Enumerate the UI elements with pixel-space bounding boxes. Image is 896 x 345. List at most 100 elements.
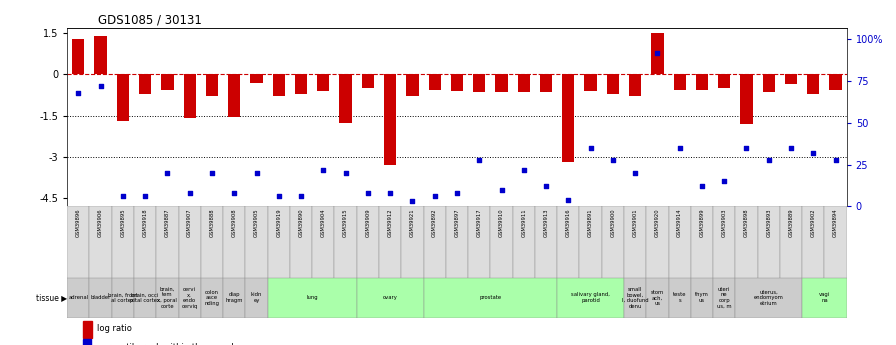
Bar <box>250 75 263 82</box>
Text: GSM39893: GSM39893 <box>766 209 771 237</box>
Text: diap
hragm: diap hragm <box>226 293 243 303</box>
Bar <box>67 206 90 278</box>
Point <box>116 194 130 199</box>
Bar <box>161 75 174 89</box>
Text: GSM39911: GSM39911 <box>521 209 526 237</box>
Bar <box>362 75 374 88</box>
Point <box>249 170 263 176</box>
Point <box>717 179 731 184</box>
Bar <box>246 206 268 278</box>
Point <box>495 187 509 193</box>
Bar <box>602 206 624 278</box>
Text: brain, front
al cortex: brain, front al cortex <box>108 293 138 303</box>
Point <box>316 167 331 172</box>
Bar <box>428 75 441 89</box>
Bar <box>540 75 552 92</box>
Text: ovary: ovary <box>383 295 398 300</box>
Text: GSM39900: GSM39900 <box>610 209 616 237</box>
Bar <box>562 75 574 162</box>
Bar <box>691 278 713 318</box>
Text: uteri
ne
corp
us, m: uteri ne corp us, m <box>717 287 731 309</box>
Bar <box>268 206 290 278</box>
Bar <box>424 278 557 318</box>
Text: GSM39912: GSM39912 <box>388 209 392 237</box>
Point <box>383 190 397 196</box>
Bar <box>802 206 824 278</box>
Point <box>628 170 642 176</box>
Text: GSM39896: GSM39896 <box>76 209 81 237</box>
Bar <box>691 206 713 278</box>
Text: GSM39887: GSM39887 <box>165 209 170 237</box>
Bar <box>379 206 401 278</box>
Bar <box>830 75 841 89</box>
Bar <box>607 75 619 93</box>
Text: percentile rank within the sample: percentile rank within the sample <box>97 343 239 345</box>
Bar <box>713 206 736 278</box>
Text: GSM39916: GSM39916 <box>565 209 571 237</box>
Text: GSM39913: GSM39913 <box>544 209 548 237</box>
Bar <box>718 75 730 88</box>
Text: GSM39888: GSM39888 <box>210 209 214 237</box>
Text: bladder: bladder <box>90 295 111 300</box>
Text: stom
ach,
us: stom ach, us <box>650 289 664 306</box>
Text: GSM39918: GSM39918 <box>142 209 148 237</box>
Bar <box>334 206 357 278</box>
Bar <box>268 278 357 318</box>
Bar <box>272 75 285 96</box>
Bar <box>246 278 268 318</box>
Text: GSM39905: GSM39905 <box>254 209 259 237</box>
Bar <box>357 206 379 278</box>
Point <box>294 194 308 199</box>
Text: GSM39910: GSM39910 <box>499 209 504 237</box>
Bar <box>535 206 557 278</box>
Text: GSM39921: GSM39921 <box>409 209 415 237</box>
Bar <box>317 75 330 91</box>
Text: GSM39894: GSM39894 <box>833 209 838 237</box>
Bar <box>557 206 580 278</box>
Bar <box>762 75 775 92</box>
Bar <box>139 75 151 93</box>
Text: GSM39890: GSM39890 <box>298 209 304 237</box>
Point <box>271 194 286 199</box>
Point <box>71 90 85 96</box>
Bar <box>340 75 352 122</box>
Text: thym
us: thym us <box>695 293 709 303</box>
Bar <box>401 206 424 278</box>
Bar <box>156 278 178 318</box>
Point <box>583 145 598 151</box>
Text: GSM39889: GSM39889 <box>788 209 794 237</box>
Bar <box>178 278 201 318</box>
Bar <box>696 75 708 89</box>
Text: vagi
na: vagi na <box>819 293 830 303</box>
Text: teste
s: teste s <box>673 293 686 303</box>
Bar <box>201 278 223 318</box>
Bar <box>495 75 508 92</box>
Bar <box>624 206 646 278</box>
Bar <box>134 278 156 318</box>
Bar <box>290 206 312 278</box>
Bar <box>584 75 597 91</box>
Bar <box>82 321 92 338</box>
Text: kidn
ey: kidn ey <box>251 293 263 303</box>
Point <box>93 83 108 89</box>
Bar <box>295 75 307 93</box>
Text: GSM39904: GSM39904 <box>321 209 326 237</box>
Bar <box>646 278 668 318</box>
Point <box>829 157 843 162</box>
Bar <box>451 75 463 91</box>
Point <box>138 194 152 199</box>
Text: adrenal: adrenal <box>68 295 89 300</box>
Point <box>762 157 776 162</box>
Bar <box>73 39 84 75</box>
Text: brain,
tem
x, poral
corte: brain, tem x, poral corte <box>158 287 177 309</box>
Bar <box>807 75 820 93</box>
Bar <box>802 278 847 318</box>
Point <box>673 145 687 151</box>
Bar <box>223 206 246 278</box>
Point <box>405 199 419 204</box>
Text: GSM39915: GSM39915 <box>343 209 349 237</box>
Bar <box>758 206 780 278</box>
Point <box>227 190 241 196</box>
Point <box>472 157 487 162</box>
Point <box>361 190 375 196</box>
